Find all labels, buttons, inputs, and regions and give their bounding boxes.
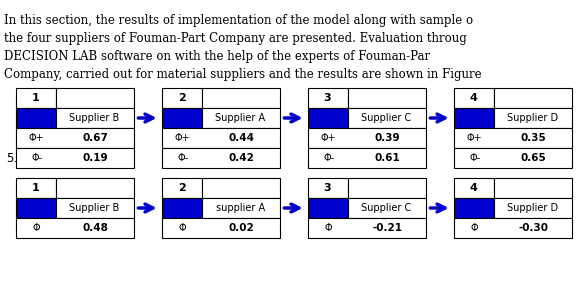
Text: Φ-: Φ- [323,153,335,163]
Bar [161,88,201,108]
Bar [348,108,426,128]
Bar [15,108,56,128]
Text: Φ-: Φ- [177,153,188,163]
Text: Supplier D: Supplier D [507,203,558,213]
Bar [161,148,279,168]
Text: 0.61: 0.61 [375,153,400,163]
Text: 0.42: 0.42 [229,153,255,163]
Text: Supplier C: Supplier C [362,113,411,123]
Text: Φ-: Φ- [469,153,480,163]
Bar [56,198,133,218]
Text: 2: 2 [178,183,185,193]
Bar [308,178,348,198]
Bar [161,218,279,238]
Bar [15,218,133,238]
Bar [308,128,426,148]
Text: Φ+: Φ+ [467,133,483,143]
Text: 3: 3 [324,183,332,193]
Bar [494,108,572,128]
Text: the four suppliers of Fouman-Part Company are presented. Evaluation throug: the four suppliers of Fouman-Part Compan… [4,32,467,45]
Text: Φ+: Φ+ [29,133,45,143]
Text: 0.39: 0.39 [375,133,400,143]
Text: -0.21: -0.21 [373,223,403,233]
Bar [348,178,426,198]
Text: 0.02: 0.02 [229,223,255,233]
Text: Supplier C: Supplier C [362,203,411,213]
Text: 1: 1 [32,183,39,193]
Text: 0.67: 0.67 [83,133,109,143]
Bar [454,218,572,238]
Bar [308,218,426,238]
Text: Supplier B: Supplier B [69,113,120,123]
Text: 0.44: 0.44 [229,133,255,143]
Bar [201,108,279,128]
Bar [15,128,133,148]
Bar [56,88,133,108]
Bar [494,88,572,108]
Bar [494,178,572,198]
Bar [454,108,494,128]
Bar [454,148,572,168]
Bar [308,88,348,108]
Text: Supplier D: Supplier D [507,113,558,123]
Text: Company, carried out for material suppliers and the results are shown in Figure: Company, carried out for material suppli… [4,68,481,81]
Text: 1: 1 [32,93,39,103]
Bar [348,88,426,108]
Bar [201,178,279,198]
Text: 4: 4 [470,183,477,193]
Bar [56,178,133,198]
Text: Φ+: Φ+ [175,133,191,143]
Bar [15,198,56,218]
Bar [201,88,279,108]
Bar [15,178,56,198]
Bar [56,108,133,128]
Text: Φ: Φ [33,223,41,233]
Text: 3: 3 [324,93,332,103]
Text: 0.65: 0.65 [521,153,546,163]
Text: Φ: Φ [179,223,187,233]
Text: In this section, the results of implementation of the model along with sample o: In this section, the results of implemen… [4,14,473,27]
Text: Supplier A: Supplier A [215,113,266,123]
Text: 0.35: 0.35 [521,133,546,143]
Bar [454,178,494,198]
Bar [161,178,201,198]
Bar [161,128,279,148]
Text: DECISION LAB software on with the help of the experts of Fouman-Par: DECISION LAB software on with the help o… [4,50,430,63]
Bar [308,148,426,168]
Text: 0.48: 0.48 [83,223,109,233]
Bar [308,108,348,128]
Bar [454,88,494,108]
Bar [454,128,572,148]
Text: Φ: Φ [471,223,478,233]
Text: Φ+: Φ+ [321,133,336,143]
Text: 4: 4 [470,93,477,103]
Text: Supplier B: Supplier B [69,203,120,213]
Bar [15,148,133,168]
Text: Φ: Φ [325,223,333,233]
Text: -0.30: -0.30 [519,223,549,233]
Bar [161,198,201,218]
Bar [15,88,56,108]
Text: Φ-: Φ- [31,153,42,163]
Text: supplier A: supplier A [216,203,265,213]
Bar [161,108,201,128]
Bar [454,198,494,218]
Text: 2: 2 [178,93,185,103]
Bar [308,198,348,218]
Bar [201,198,279,218]
Text: 5.: 5. [6,152,17,164]
Bar [494,198,572,218]
Bar [348,198,426,218]
Text: 0.19: 0.19 [83,153,109,163]
